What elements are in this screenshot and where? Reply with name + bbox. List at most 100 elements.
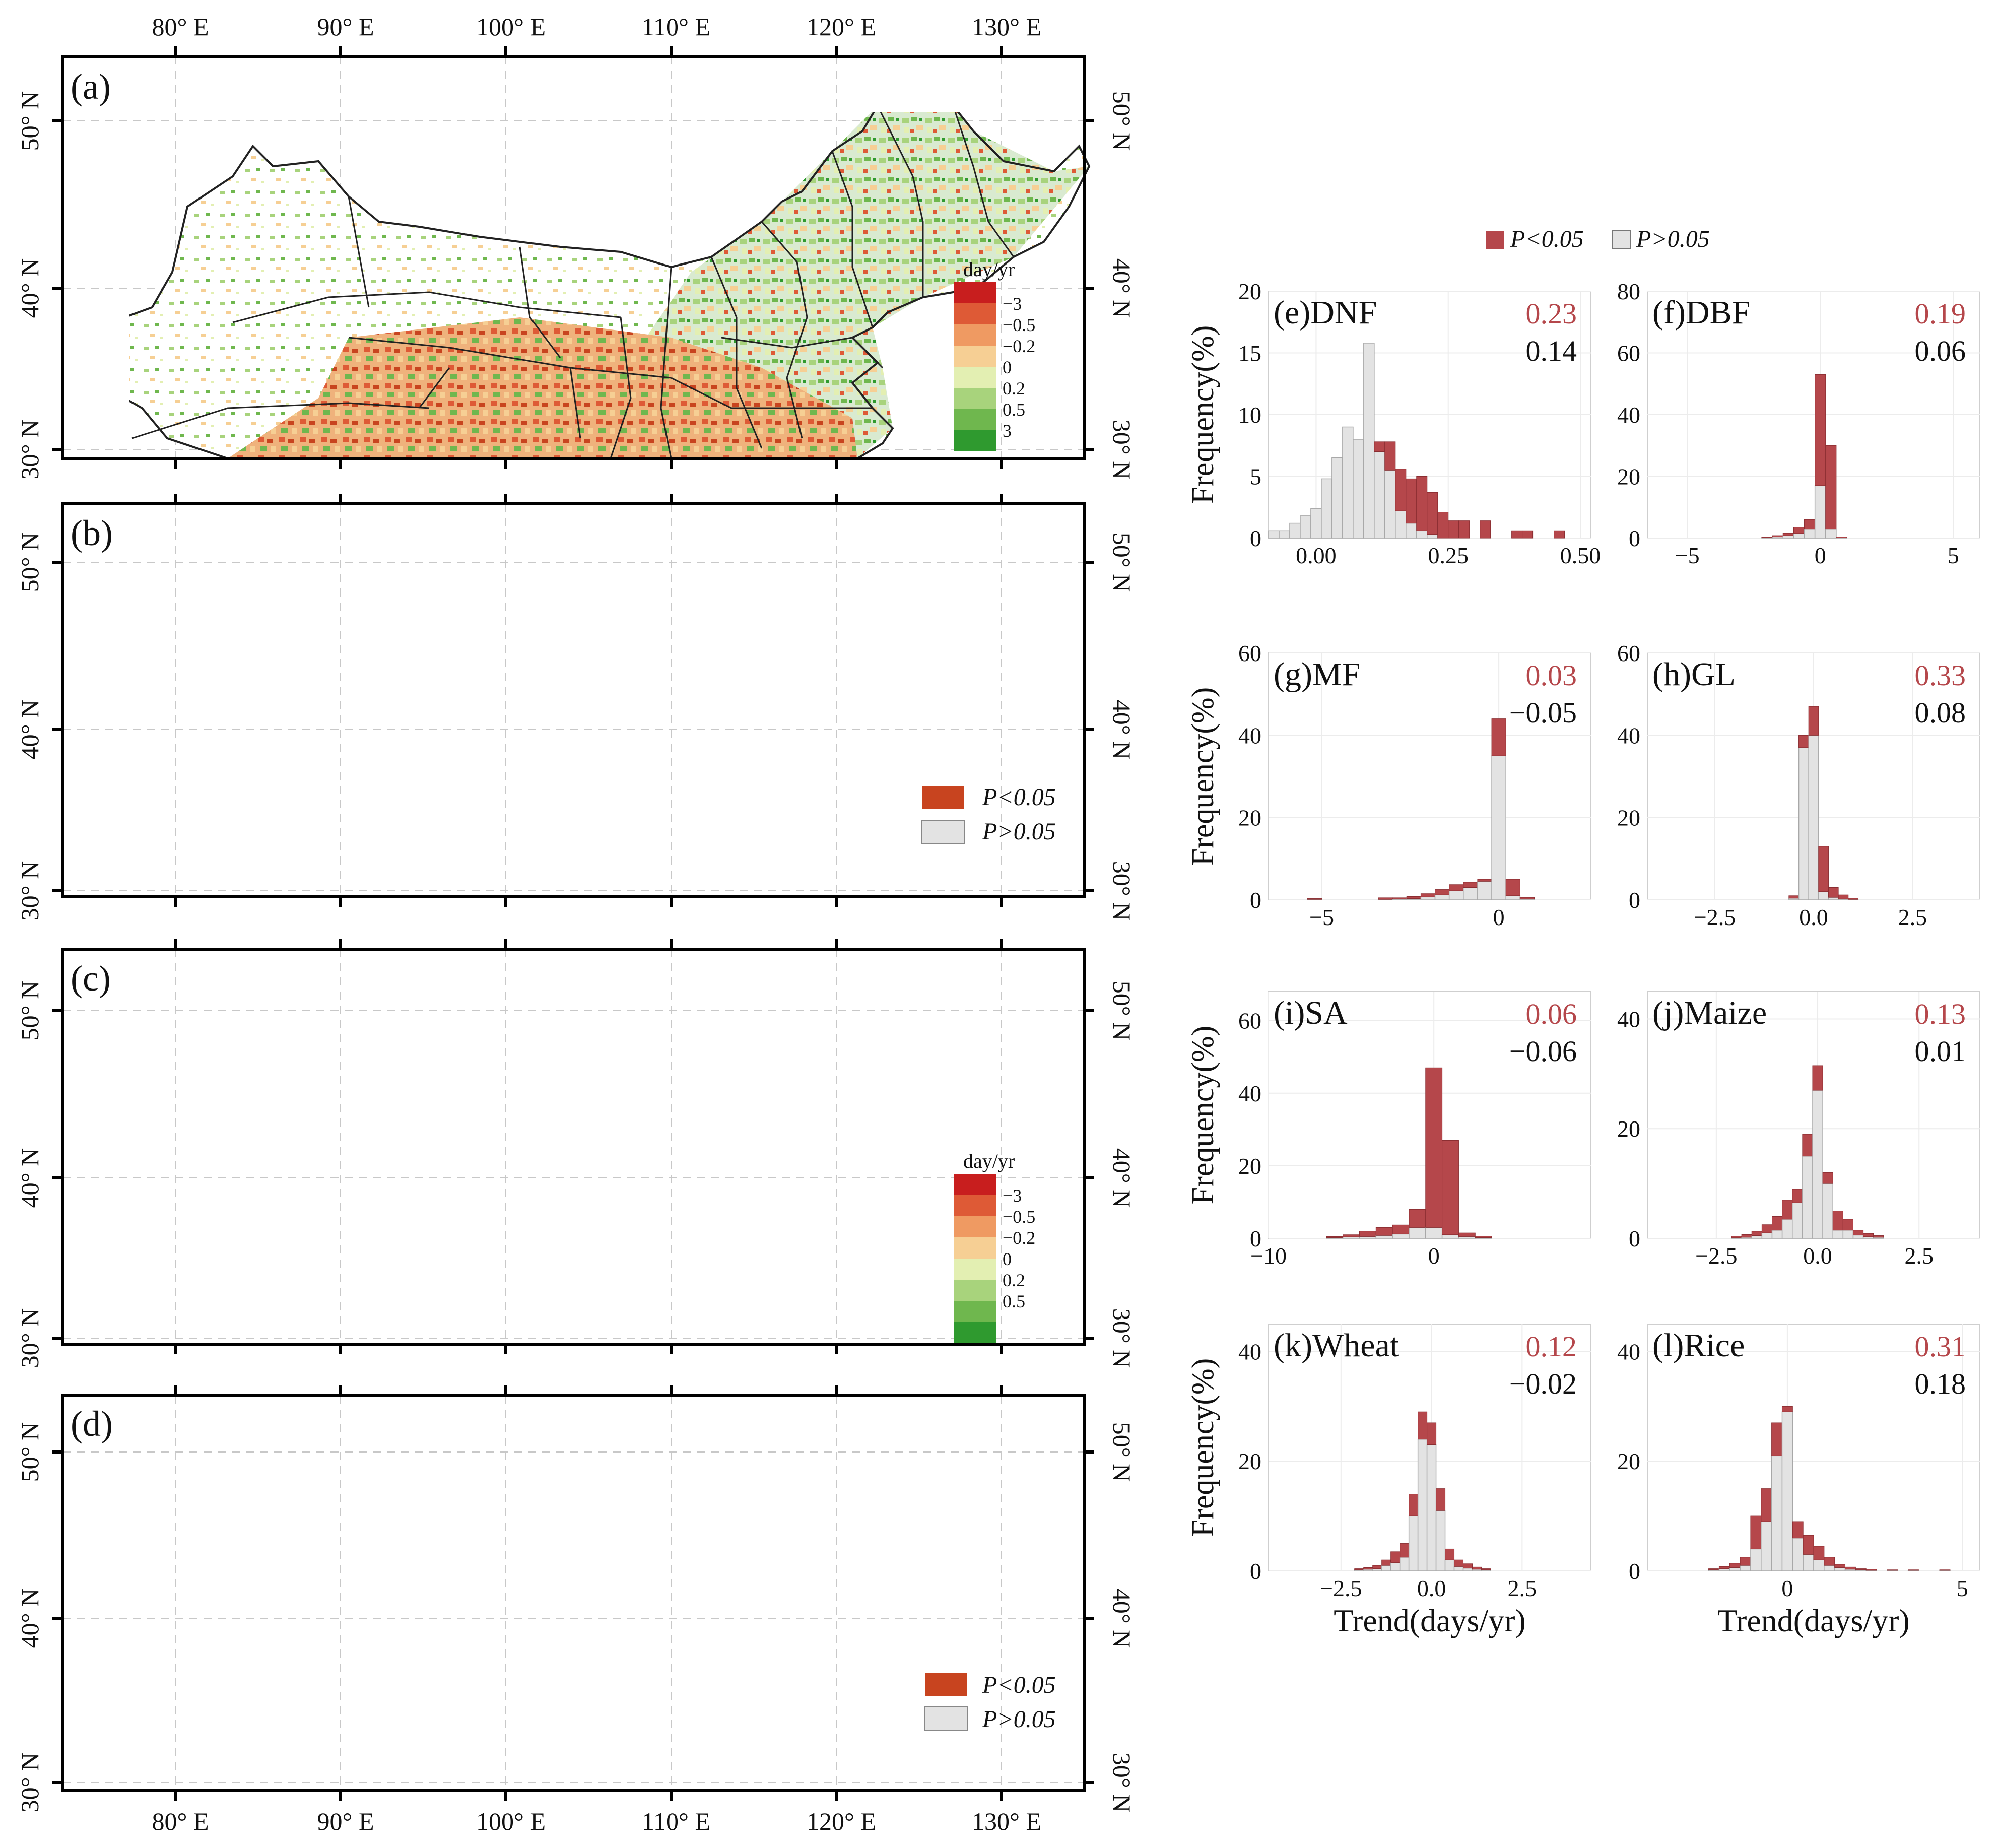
nonsig-mean-value: 0.06 xyxy=(1915,335,1966,367)
bar-significant xyxy=(1834,1564,1846,1568)
lat-label-right: 50° N xyxy=(1108,981,1136,1041)
bar-nonsignificant xyxy=(1417,1438,1428,1571)
y-tick-label: 20 xyxy=(1238,1153,1261,1179)
lon-label-80-bottom: 80° E xyxy=(152,1807,209,1835)
y-tick-label: 40 xyxy=(1238,1081,1261,1106)
lat-label-right: 30° N xyxy=(1108,861,1136,921)
bar-nonsignificant xyxy=(1781,1411,1793,1571)
y-tick-label: 40 xyxy=(1617,722,1640,748)
bar-significant xyxy=(1761,537,1773,538)
bar-significant xyxy=(1772,1216,1783,1231)
histogram-fdbf: 0 20 40 60 80 −5 0 5 (f)DBF 0.19 0.06 xyxy=(1617,279,1980,568)
legend-a-swatch-1 xyxy=(954,303,996,324)
bar-significant xyxy=(1363,1567,1373,1570)
legend-a-label-3: 0 xyxy=(1003,357,1012,377)
y-tick-label: 40 xyxy=(1238,722,1261,748)
bar-nonsignificant xyxy=(1408,1515,1419,1571)
bar-nonsignificant xyxy=(1395,510,1407,539)
top-lon-labels: 80° E 90° E 100° E 110° E 120° E 130° E xyxy=(152,13,1041,41)
bar-nonsignificant xyxy=(1818,891,1829,900)
bar-significant xyxy=(1832,1211,1843,1231)
bar-nonsignificant xyxy=(1491,755,1506,900)
legend-a-swatch-7 xyxy=(954,430,996,451)
bar-significant xyxy=(1372,1565,1382,1569)
bar-nonsignificant xyxy=(1792,1537,1804,1571)
bar-nonsignificant xyxy=(1374,451,1385,539)
bar-nonsignificant xyxy=(1822,1183,1833,1239)
bar-significant xyxy=(1463,1563,1473,1569)
legend-a-swatch-5 xyxy=(954,388,996,409)
legend-a-label-6: 3 xyxy=(1003,421,1012,441)
sig-mean-value: 0.13 xyxy=(1915,998,1966,1030)
map-panel-b: (b) P<0.05 P>0.05 xyxy=(61,502,1086,898)
bar-significant xyxy=(1458,520,1470,539)
bar-significant xyxy=(1852,1230,1864,1235)
x-tick-label: −2.5 xyxy=(1694,904,1736,930)
x-tick-label: 0.0 xyxy=(1417,1575,1446,1601)
bar-significant xyxy=(1445,1548,1455,1560)
bar-significant xyxy=(1836,537,1847,538)
bar-significant xyxy=(1855,1568,1867,1570)
bar-significant xyxy=(1378,897,1393,900)
lon-label-110-bottom: 110° E xyxy=(642,1807,710,1835)
bar-significant xyxy=(1824,1557,1835,1566)
map-a-south-region xyxy=(228,317,857,458)
bar-nonsignificant xyxy=(1781,1219,1793,1239)
bar-significant xyxy=(1815,374,1826,486)
bar-nonsignificant xyxy=(1381,1565,1391,1571)
bar-significant xyxy=(1395,469,1407,511)
panel-title: (j)Maize xyxy=(1652,995,1767,1031)
bar-significant xyxy=(1804,519,1816,530)
lon-label-120-bottom: 120° E xyxy=(807,1807,876,1835)
x-tick-label: −5 xyxy=(1675,543,1700,568)
sig-mean-value: 0.33 xyxy=(1915,659,1966,692)
y-axis-label: Frequency(%) xyxy=(1186,325,1220,504)
bar-significant xyxy=(1491,718,1506,756)
y-tick-label: 40 xyxy=(1617,1006,1640,1032)
bar-nonsignificant xyxy=(1761,1521,1772,1571)
bar-nonsignificant xyxy=(1793,533,1805,539)
bar-nonsignificant xyxy=(1834,1567,1846,1571)
bar-nonsignificant xyxy=(1399,1557,1410,1571)
bar-significant xyxy=(1392,1224,1410,1234)
bar-significant xyxy=(1750,1515,1762,1549)
bar-nonsignificant xyxy=(1310,508,1322,539)
panel-title: (e)DNF xyxy=(1274,294,1377,331)
bar-significant xyxy=(1307,898,1322,900)
y-tick-label: 0 xyxy=(1629,1558,1640,1584)
bar-nonsignificant xyxy=(1798,747,1809,900)
bar-nonsignificant xyxy=(1832,1229,1844,1239)
bar-nonsignificant xyxy=(1448,890,1464,900)
bar-nonsignificant xyxy=(1825,528,1837,539)
bar-significant xyxy=(1343,1234,1360,1237)
bar-nonsignificant xyxy=(1353,439,1364,539)
y-tick-label: 20 xyxy=(1238,279,1261,304)
bar-significant xyxy=(1793,527,1805,534)
bar-nonsignificant xyxy=(1750,1548,1762,1571)
lon-label-100-bottom: 100° E xyxy=(476,1807,546,1835)
bar-significant xyxy=(1792,1189,1803,1203)
bar-significant xyxy=(1741,1234,1752,1238)
bar-significant xyxy=(1842,1219,1853,1231)
map-panel-c: (c) day/yr −3 −0.5 −0.2 0 0.2 0.5 xyxy=(61,948,1086,1346)
panel-title: (k)Wheat xyxy=(1274,1327,1399,1364)
legend-c-label-3: 0 xyxy=(1003,1249,1012,1269)
legend-c-label-1: −0.5 xyxy=(1003,1207,1035,1227)
nonsig-mean-value: −0.05 xyxy=(1509,696,1577,729)
bar-nonsignificant xyxy=(1814,485,1826,539)
x-tick-label: −2.5 xyxy=(1695,1243,1737,1269)
lon-label-130-bottom: 130° E xyxy=(972,1807,1041,1835)
bar-significant xyxy=(1435,889,1450,895)
bar-significant xyxy=(1436,1488,1446,1511)
bar-significant xyxy=(1803,1535,1814,1555)
bar-significant xyxy=(1480,520,1491,539)
histogram-gmf: 0 20 40 60 −5 0 (g)MF 0.03 −0.05 Frequency(%) xyxy=(1186,640,1591,930)
lon-label-100: 100° E xyxy=(476,13,546,41)
nonsig-mean-value: 0.18 xyxy=(1915,1367,1966,1400)
histogram-legend: P<0.05 P>0.05 xyxy=(1486,226,1710,252)
bar-nonsignificant xyxy=(1791,1202,1803,1239)
lat-label-left: 30° N xyxy=(16,1753,44,1813)
lat-label-left: 40° N xyxy=(16,1589,44,1648)
bar-significant xyxy=(1406,896,1421,899)
